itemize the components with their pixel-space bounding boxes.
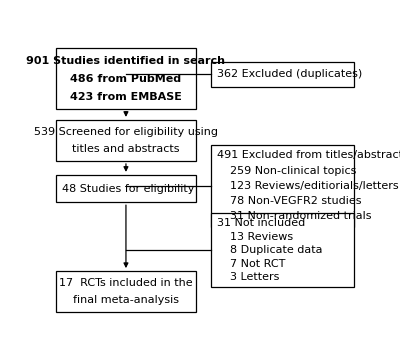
FancyBboxPatch shape (211, 62, 354, 87)
Text: 423 from EMBASE: 423 from EMBASE (70, 91, 182, 101)
Text: 31 Non-randomized trials: 31 Non-randomized trials (230, 211, 371, 221)
Text: 491 Excluded from titles/abstracts: 491 Excluded from titles/abstracts (218, 150, 400, 160)
Text: 17  RCTs included in the: 17 RCTs included in the (59, 278, 193, 288)
Text: 259 Non-clinical topics: 259 Non-clinical topics (230, 166, 356, 176)
FancyBboxPatch shape (56, 271, 196, 312)
Text: 901 Studies identified in search: 901 Studies identified in search (26, 56, 226, 66)
Text: 3 Letters: 3 Letters (230, 272, 279, 282)
FancyBboxPatch shape (56, 175, 196, 202)
Text: 7 Not RCT: 7 Not RCT (230, 259, 285, 269)
Text: titles and abstracts: titles and abstracts (72, 144, 180, 154)
Text: 8 Duplicate data: 8 Duplicate data (230, 245, 322, 255)
Text: 48 Studies for eligibility: 48 Studies for eligibility (62, 183, 195, 193)
Text: 486 from PubMed: 486 from PubMed (70, 74, 182, 84)
Text: 362 Excluded (duplicates): 362 Excluded (duplicates) (218, 70, 363, 80)
Text: 78 Non-VEGFR2 studies: 78 Non-VEGFR2 studies (230, 196, 361, 206)
Text: 123 Reviews/editiorials/letters: 123 Reviews/editiorials/letters (230, 181, 398, 191)
FancyBboxPatch shape (56, 120, 196, 161)
FancyBboxPatch shape (56, 48, 196, 109)
FancyBboxPatch shape (211, 213, 354, 287)
Text: 31 Not included: 31 Not included (218, 218, 306, 228)
Text: 539 Screened for eligibility using: 539 Screened for eligibility using (34, 127, 218, 137)
FancyBboxPatch shape (211, 145, 354, 227)
Text: final meta-analysis: final meta-analysis (73, 295, 179, 305)
Text: 13 Reviews: 13 Reviews (230, 232, 293, 242)
